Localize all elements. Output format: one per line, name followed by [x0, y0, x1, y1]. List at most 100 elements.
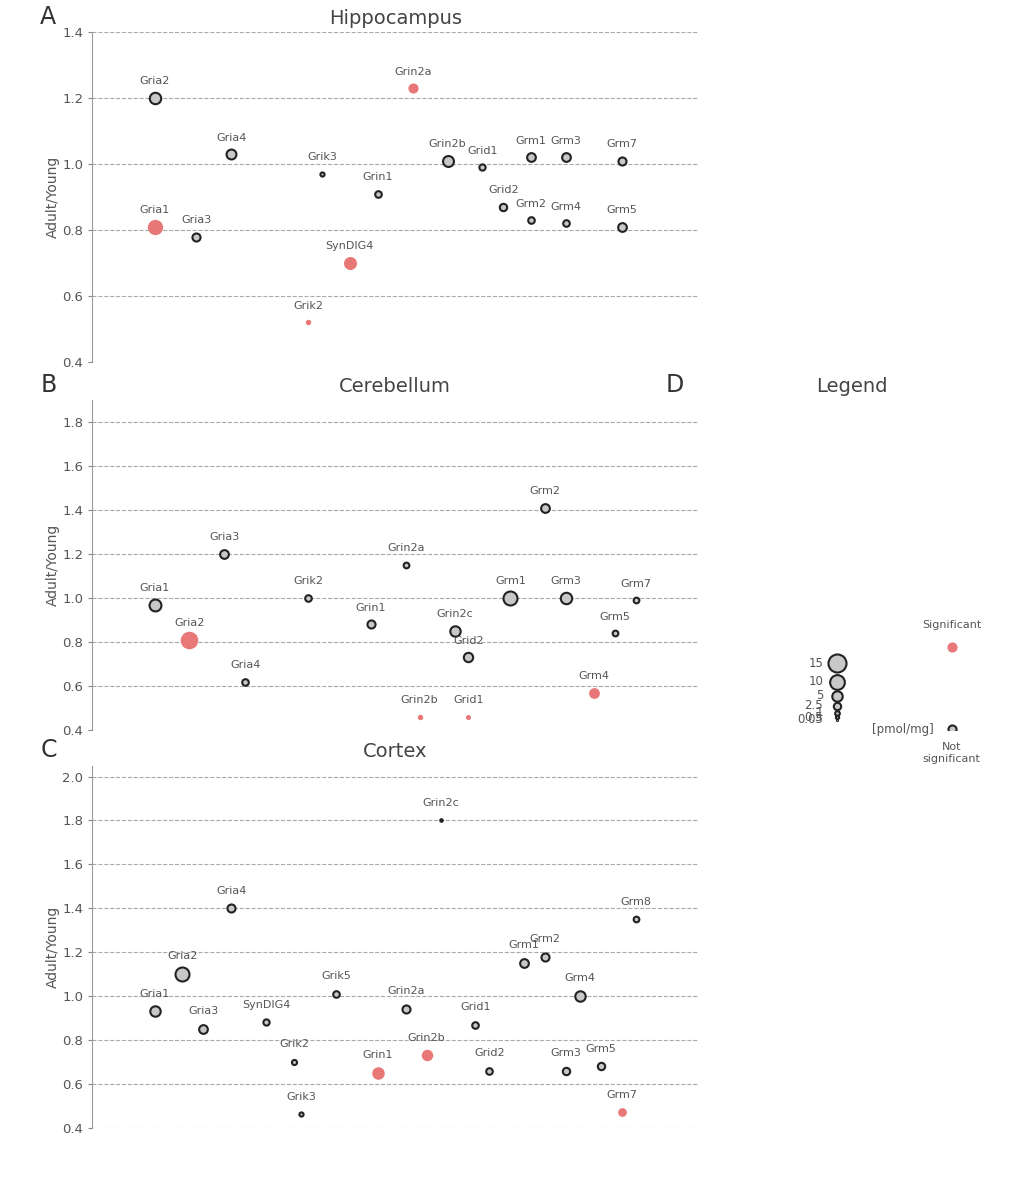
Text: Gria2: Gria2: [174, 618, 205, 628]
Text: Grik2: Grik2: [292, 300, 323, 311]
Text: B: B: [40, 373, 56, 396]
Point: [828, 672, 845, 691]
Point: [405, 78, 421, 97]
Title: Cerebellum: Cerebellum: [339, 376, 450, 395]
Text: Grin1: Grin1: [362, 1050, 392, 1060]
Point: [258, 1013, 274, 1032]
Text: Gria1: Gria1: [140, 205, 169, 215]
Text: D: D: [665, 373, 684, 396]
Point: [216, 545, 232, 564]
Title: Hippocampus: Hippocampus: [328, 8, 462, 27]
Y-axis label: Adult/Young: Adult/Young: [46, 523, 59, 607]
Point: [495, 197, 512, 216]
Point: [181, 630, 198, 649]
Text: Grin2b: Grin2b: [400, 696, 438, 705]
Point: [592, 1056, 608, 1075]
Text: Gria1: Gria1: [140, 583, 169, 594]
Point: [223, 899, 239, 918]
Text: Grid2: Grid2: [452, 636, 483, 646]
Text: 5: 5: [815, 690, 822, 703]
Point: [327, 984, 343, 1003]
Text: 1: 1: [815, 706, 822, 719]
Point: [147, 1002, 163, 1021]
Point: [236, 672, 253, 691]
Text: 2.5: 2.5: [804, 699, 822, 712]
Text: Grm3: Grm3: [550, 135, 581, 146]
Text: Grid2: Grid2: [487, 185, 519, 196]
Point: [828, 707, 845, 726]
Point: [557, 589, 574, 608]
Y-axis label: Adult/Young: Adult/Young: [46, 155, 59, 239]
Point: [627, 591, 643, 610]
Text: Grik2: Grik2: [279, 1039, 309, 1049]
Text: Grin2b: Grin2b: [428, 139, 466, 150]
Text: Grin1: Grin1: [356, 603, 386, 612]
Text: 10: 10: [807, 675, 822, 688]
Text: Gria2: Gria2: [140, 76, 169, 87]
Point: [147, 217, 163, 236]
Text: Grm5: Grm5: [585, 1043, 615, 1054]
Text: [pmol/mg]: [pmol/mg]: [871, 723, 932, 736]
Text: Grm7: Grm7: [606, 1090, 637, 1099]
Text: Gria4: Gria4: [216, 133, 247, 142]
Text: Grin2b: Grin2b: [408, 1033, 445, 1042]
Point: [557, 214, 574, 233]
Point: [195, 1020, 211, 1039]
Text: Grin2c: Grin2c: [436, 609, 473, 620]
Point: [474, 158, 490, 177]
Point: [223, 145, 239, 164]
Text: Grid1: Grid1: [467, 146, 497, 155]
Text: Grm1: Grm1: [494, 577, 525, 586]
Text: Grid1: Grid1: [452, 696, 483, 705]
Text: Gria2: Gria2: [167, 952, 198, 961]
Point: [460, 707, 476, 726]
Title: Cortex: Cortex: [363, 742, 427, 761]
Point: [285, 1053, 302, 1072]
Point: [147, 595, 163, 614]
Text: Grin2c: Grin2c: [422, 798, 459, 808]
Point: [828, 703, 845, 722]
Text: Grm5: Grm5: [606, 205, 637, 215]
Text: Gria1: Gria1: [140, 989, 169, 998]
Point: [516, 953, 532, 972]
Point: [439, 151, 455, 170]
Text: Grik5: Grik5: [321, 971, 351, 982]
Point: [572, 986, 588, 1005]
Point: [557, 148, 574, 167]
Text: Grm4: Grm4: [565, 973, 595, 983]
Title: Legend: Legend: [815, 376, 887, 395]
Text: Grm1: Grm1: [516, 135, 546, 146]
Point: [501, 589, 518, 608]
Point: [460, 648, 476, 667]
Point: [300, 313, 316, 332]
Y-axis label: Adult/Young: Adult/Young: [46, 906, 59, 988]
Text: SynDIG4: SynDIG4: [325, 241, 374, 252]
Point: [943, 719, 959, 738]
Text: Grid1: Grid1: [460, 1002, 490, 1011]
Point: [606, 623, 623, 642]
Point: [341, 254, 358, 273]
Point: [828, 654, 845, 673]
Point: [147, 89, 163, 108]
Text: Grm3: Grm3: [550, 577, 581, 586]
Point: [523, 148, 539, 167]
Point: [467, 1015, 483, 1034]
Point: [537, 947, 553, 966]
Text: 0.5: 0.5: [804, 711, 822, 724]
Text: Grm2: Grm2: [529, 934, 560, 944]
Point: [411, 707, 427, 726]
Point: [174, 965, 191, 984]
Text: C: C: [40, 738, 57, 762]
Point: [537, 499, 553, 518]
Text: Gria3: Gria3: [181, 215, 211, 226]
Text: Grm3: Grm3: [550, 1048, 581, 1058]
Point: [828, 697, 845, 716]
Point: [557, 1061, 574, 1080]
Text: 15: 15: [807, 656, 822, 669]
Point: [627, 909, 643, 928]
Point: [189, 227, 205, 246]
Text: A: A: [40, 5, 56, 28]
Text: Grik3: Grik3: [286, 1092, 316, 1102]
Point: [300, 589, 316, 608]
Text: Grm5: Grm5: [599, 611, 630, 622]
